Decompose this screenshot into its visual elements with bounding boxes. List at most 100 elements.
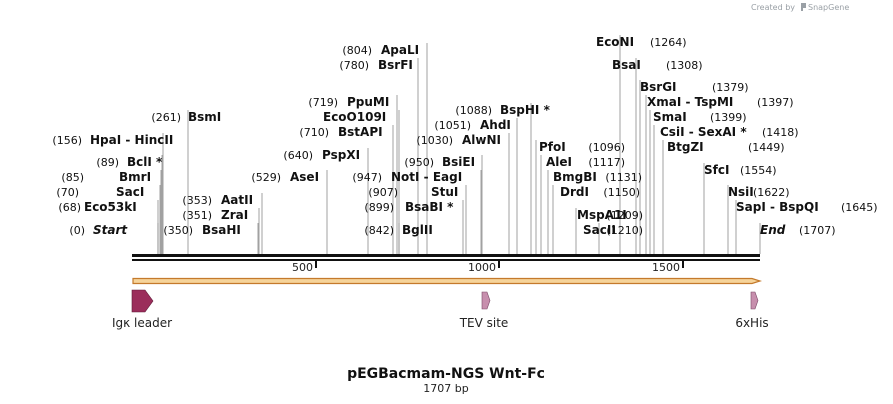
site-name: BsaI xyxy=(612,58,641,72)
site-name: End xyxy=(760,223,786,237)
site-ppumi[interactable]: (719) PpuMI xyxy=(308,95,389,109)
site-sapi[interactable]: (1645) SapI - BspQI xyxy=(736,200,878,214)
site-ahdi[interactable]: (1051) AhdI xyxy=(434,118,510,132)
site-position: (1308) xyxy=(666,59,703,72)
site-btgzi[interactable]: (1449) BtgZI xyxy=(667,140,785,154)
site-position: (950) xyxy=(404,156,434,169)
site-saci[interactable]: (70) SacI xyxy=(56,185,144,199)
site-name-suffix: - TspMI xyxy=(681,95,733,109)
site-bglii[interactable]: (842) BglII xyxy=(364,223,432,237)
site-bsai[interactable]: (1308) BsaI xyxy=(612,58,703,72)
site-position: (842) xyxy=(364,224,394,237)
site-bstapi[interactable]: (710) BstAPI xyxy=(299,125,382,139)
feature-arrow-icon xyxy=(750,291,759,310)
site-pos-32[interactable]: (1117) xyxy=(588,156,625,169)
site-bsiei[interactable]: (950) BsiEI xyxy=(404,155,475,169)
site-alei[interactable]: AleI xyxy=(546,155,572,169)
site-name: PfoI xyxy=(539,140,566,154)
site-name: BclI * xyxy=(127,155,163,169)
site-hpai[interactable]: (156) HpaI - HincII xyxy=(52,133,173,147)
site-pspxi[interactable]: (640) PspXI xyxy=(283,148,360,162)
feature-6xhis[interactable]: 6xHis xyxy=(735,291,769,330)
site-start[interactable]: (0) Start xyxy=(69,223,128,237)
site-name: StuI xyxy=(431,185,458,199)
site-name-suffix: * xyxy=(152,155,163,169)
site-name: BstAPI xyxy=(338,125,383,139)
site-pos-36[interactable]: (1210) xyxy=(606,224,643,237)
feature-tev-site[interactable]: TEV site xyxy=(459,291,509,330)
watermark-prefix: Created by xyxy=(751,3,795,12)
site-name: AleI xyxy=(546,155,572,169)
site-position: (719) xyxy=(308,96,338,109)
site-sacii[interactable]: SacII xyxy=(583,223,616,237)
site-name: ZraI xyxy=(221,208,248,222)
site-name: NsiI xyxy=(728,185,754,199)
site-name: EcoNI xyxy=(596,35,634,49)
site-position: (947) xyxy=(352,171,382,184)
site-position: (1645) xyxy=(841,201,878,214)
site-csii[interactable]: (1418) CsiI - SexAI * xyxy=(660,125,799,139)
site-name: DrdI xyxy=(560,185,589,199)
site-pos-35[interactable]: (1209) xyxy=(606,209,643,222)
site-name: CsiI - SexAI * xyxy=(660,125,747,139)
site-bcli[interactable]: (89) BclI * xyxy=(96,155,163,169)
site-mspa1i[interactable]: MspA1I xyxy=(577,208,627,222)
site-position: (1210) xyxy=(606,224,643,237)
site-bsrgi[interactable]: (1379) BsrGI xyxy=(640,80,749,94)
site-position: (70) xyxy=(56,186,79,199)
site-asei[interactable]: (529) AseI xyxy=(251,170,319,184)
site-position: (1399) xyxy=(710,111,747,124)
feature-label: Igκ leader xyxy=(112,316,172,330)
site-position: (780) xyxy=(339,59,369,72)
site-position: (1030) xyxy=(416,134,453,147)
tick-1000: 1000 xyxy=(468,260,500,274)
site-zrai[interactable]: (351) ZraI xyxy=(182,208,248,222)
site-position: (1264) xyxy=(650,36,687,49)
feature-label: TEV site xyxy=(459,316,509,330)
site-ecoo109i[interactable]: EcoO109I xyxy=(323,110,386,124)
tick-label: 1500 xyxy=(652,261,680,274)
site-pos-34[interactable]: (1150) xyxy=(603,186,640,199)
site-position: (1622) xyxy=(753,186,790,199)
orf-arrow[interactable] xyxy=(132,277,763,285)
site-bsabi[interactable]: (899) BsaBI * xyxy=(364,200,454,214)
site-eco53ki[interactable]: (68) Eco53kI xyxy=(58,200,136,214)
site-position: (350) xyxy=(163,224,193,237)
site-econi[interactable]: (1264) EcoNI xyxy=(596,35,687,49)
site-apali[interactable]: (804) ApaLI xyxy=(342,43,419,57)
site-bmri[interactable]: (85) BmrI xyxy=(61,170,151,184)
site-smai[interactable]: (1399) SmaI xyxy=(653,110,747,124)
site-stui[interactable]: (907) StuI xyxy=(368,185,458,199)
site-sfci[interactable]: (1554) SfcI xyxy=(704,163,777,177)
site-end[interactable]: (1707) End xyxy=(760,223,836,237)
site-nsii[interactable]: (1622)NsiI xyxy=(728,185,790,199)
site-name: NotI - EagI xyxy=(391,170,462,184)
site-drdi[interactable]: DrdI xyxy=(560,185,589,199)
site-name: HpaI - HincII xyxy=(90,133,173,147)
feature-igk-leader[interactable]: Igκ leader xyxy=(112,289,172,330)
site-name-suffix: - HincII xyxy=(121,133,173,147)
site-name: SapI - BspQI xyxy=(736,200,819,214)
site-bsrfi[interactable]: (780) BsrFI xyxy=(339,58,412,72)
site-xmai[interactable]: (1397) XmaI - TspMI xyxy=(647,95,794,109)
site-bsahi[interactable]: (350) BsaHI xyxy=(163,223,241,237)
site-pos-31[interactable]: (1096) xyxy=(588,141,625,154)
site-name: SmaI xyxy=(653,110,687,124)
site-alwni[interactable]: (1030) AlwNI xyxy=(416,133,501,147)
sequence-length: 1707 bp xyxy=(423,382,468,395)
site-bsmi[interactable]: (261) BsmI xyxy=(151,110,221,124)
site-bsphi[interactable]: (1088) BspHI * xyxy=(455,103,550,117)
site-name: AlwNI xyxy=(462,133,501,147)
site-noti[interactable]: (947) NotI - EagI xyxy=(352,170,462,184)
site-name: ApaLI xyxy=(381,43,419,57)
map-title-block: pEGBacmam-NGS Wnt-Fc 1707 bp xyxy=(347,366,545,395)
site-pfoi[interactable]: PfoI xyxy=(539,140,566,154)
site-pos-33[interactable]: (1131) xyxy=(605,171,642,184)
site-name: BsmI xyxy=(188,110,221,124)
site-aatii[interactable]: (353) AatII xyxy=(182,193,253,207)
site-position: (1209) xyxy=(606,209,643,222)
site-bmgbi[interactable]: BmgBI xyxy=(553,170,597,184)
site-position: (261) xyxy=(151,111,181,124)
site-position: (353) xyxy=(182,194,212,207)
site-name: BspHI * xyxy=(500,103,551,117)
